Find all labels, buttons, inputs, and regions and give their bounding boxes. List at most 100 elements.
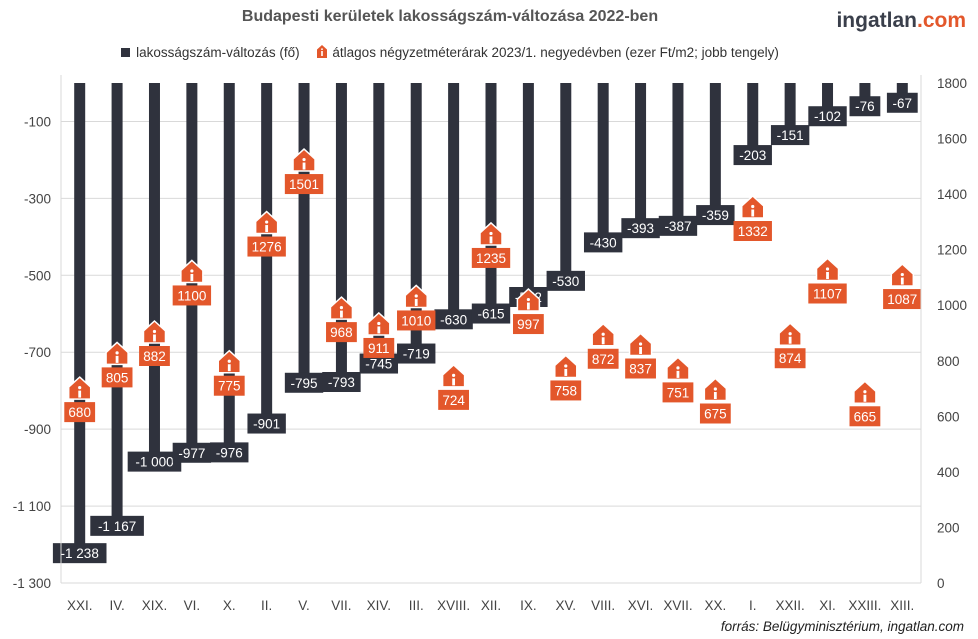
house-info-stem [788,336,792,344]
price-value-label-box [808,283,847,304]
bar [784,83,796,142]
price-value-label: 837 [629,362,652,377]
price-value-label-box [64,402,96,423]
house-marker-icon [591,322,615,347]
house-info-dot [900,272,904,277]
price-value-label-box [172,285,212,306]
bar-value-label-box [733,145,772,166]
price-value-label: 872 [592,352,615,367]
price-value-label-box [733,221,772,241]
price-value-label: 874 [779,351,802,366]
house-info-dot [190,269,194,273]
house-marker-icon [180,259,204,284]
bar-value-label-box [658,215,698,236]
price-value-label-box [883,289,922,310]
bar-value-label-box [808,106,847,127]
bar-series: -1 238 -1 167 -1 000 -977 -976 -901 -795 -793 -7… [52,83,918,564]
x-tick-label: XXII. [775,598,804,613]
brand-logo: ingatlan.com [836,9,966,33]
house-info-dot [302,157,306,162]
bar-value-label: -1 238 [61,546,99,561]
house-info-stem [414,298,418,306]
bar-value-label: -203 [739,148,766,163]
bar-value-label-box [397,343,436,364]
price-value-label: 911 [368,341,390,356]
bar-value-label: -151 [777,128,804,143]
price-value-label-box [213,375,245,396]
bar-value-label-box [359,353,399,374]
legend-bar-label: lakosságszám-változás (fő) [136,45,300,60]
bar-value-label: -976 [216,445,243,460]
price-value-label-box [326,322,357,343]
house-info-dot [601,332,605,336]
house-marker-icon [666,356,690,381]
house-info-dot [265,220,269,224]
x-tick-label: XIX. [142,598,168,613]
house-marker-icon [740,194,765,219]
bar-value-label: -795 [291,376,318,391]
bar [335,83,347,388]
house-marker-icon [217,349,242,374]
house-info-stem [751,209,755,217]
y-right-tick-label: 800 [937,354,960,369]
bar-value-label: -793 [328,375,355,390]
x-tick-label: X. [223,598,236,613]
y-right-tick-label: 0 [937,576,945,591]
bar-value-label: -630 [440,312,467,327]
x-tick-label: XVII. [663,598,692,613]
price-value-label-box [101,367,133,388]
bar [448,83,460,326]
bar-value-label-box [886,92,918,113]
price-value-label: 1276 [252,240,282,255]
x-tick-label: III. [409,598,424,613]
house-info-stem [78,390,82,398]
price-value-label: 1501 [289,177,319,192]
house-info-stem [900,277,904,285]
bar [672,83,684,232]
bar-value-label-box [434,309,473,330]
price-value-label-box [625,358,656,379]
y-left-tick-label: -1 300 [13,576,51,591]
price-value-label: 805 [106,370,129,385]
price-value-label: 1107 [813,287,842,302]
house-marker-icon [367,311,391,336]
price-value-label: 968 [330,325,353,340]
house-marker-icon [67,376,92,400]
x-tick-label: IX. [520,598,537,613]
bar-value-label-box [90,515,144,536]
price-marker-series: 680 805 882 1100 775 1276 1501 968 911 1010 724 123… [64,148,922,427]
y-right-tick-label: 1600 [937,132,967,147]
y-right-tick-label: 1800 [937,76,967,91]
house-marker-icon [815,257,840,282]
price-value-label: 665 [854,409,877,424]
y-right-tick-label: 200 [937,520,960,535]
bar [709,83,721,222]
price-value-label-box [284,174,324,195]
price-value-label: 680 [68,405,91,420]
bar-value-label: -359 [702,208,729,223]
bar-value-label: -719 [403,347,430,362]
house-info-dot [676,366,680,370]
bar [111,83,123,532]
bar-value-label-box [621,218,660,239]
x-tick-label: XII. [481,598,501,613]
house-info-stem [153,334,156,342]
bar-value-label-box [172,442,212,463]
y-right-tick-label: 1400 [937,187,967,202]
house-info-dot [526,297,530,302]
x-tick-label: XIV. [367,598,391,613]
x-tick-label: XIII. [890,598,914,613]
bar [747,83,759,162]
y-right-tick-label: 400 [937,465,960,480]
bar-value-label: -1 000 [135,455,173,470]
bar-value-label-box [210,442,249,463]
x-tick-label: XI. [819,598,836,613]
house-info-dot [489,231,493,236]
y-right-tick-label: 600 [937,409,960,424]
price-value-label-box [662,382,694,403]
price-value-label: 1235 [476,251,506,266]
bar-value-label-box [322,372,361,392]
house-marker-icon [479,221,503,246]
house-info-dot [339,306,344,310]
x-tick-label: V. [298,598,310,613]
